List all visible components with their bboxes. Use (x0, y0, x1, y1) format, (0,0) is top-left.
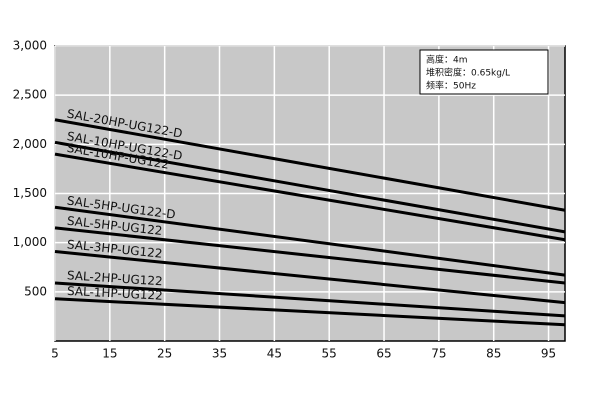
y-tick-label: 1,000 (13, 235, 47, 249)
y-tick-label: 2,000 (13, 137, 47, 151)
y-tick-label: 3,000 (13, 39, 47, 53)
x-tick-label: 65 (376, 347, 391, 361)
y-tick-label: 500 (24, 284, 47, 298)
x-tick-label: 25 (157, 347, 172, 361)
x-tick-label: 55 (322, 347, 337, 361)
series-label: SAL-1HP-UG122 (67, 284, 163, 303)
series-label: SAL-2HP-UG122 (67, 268, 164, 288)
x-tick-label: 5 (51, 347, 59, 361)
x-tick-label: 45 (267, 347, 282, 361)
series-line (54, 297, 566, 327)
annotation: 高度：4m (426, 54, 468, 66)
series-line (54, 118, 566, 212)
series-line (54, 250, 566, 305)
series-line (54, 281, 566, 318)
x-tick-label: 75 (431, 347, 446, 361)
y-tick-label: 2,500 (13, 88, 47, 102)
series-line (54, 152, 566, 242)
series-line (54, 205, 566, 277)
x-tick-label: 35 (212, 347, 227, 361)
annotation: 堆积密度：0.65kg/L (426, 67, 510, 79)
x-tick-label: 15 (102, 347, 117, 361)
series-line (54, 226, 566, 285)
y-tick-label: 1,500 (13, 186, 47, 200)
x-tick-label: 85 (486, 347, 501, 361)
series-line (54, 140, 566, 234)
annotation: 频率：50Hz (426, 80, 476, 92)
x-tick-label: 95 (541, 347, 556, 361)
annotation-box (419, 49, 549, 95)
